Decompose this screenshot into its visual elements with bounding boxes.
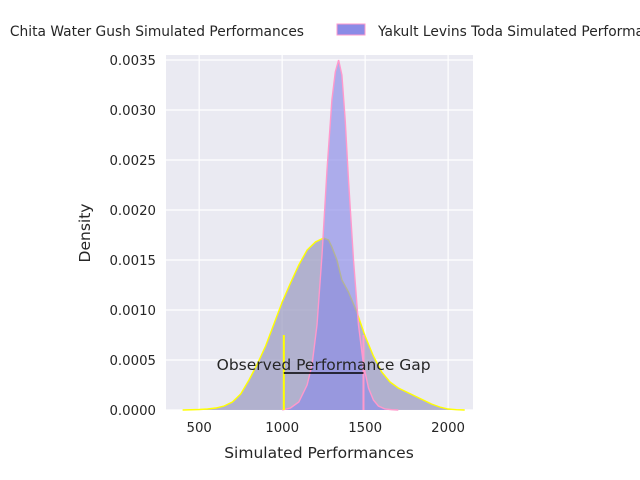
y-axis-ticks: 0.0000 0.0005 0.0010 0.0015 0.0020 0.0025 0.00… <box>109 54 156 419</box>
y-tick-label: 0.0000 <box>109 404 156 419</box>
y-tick-label: 0.0010 <box>109 304 156 319</box>
legend-label-1: Yakult Levins Toda Simulated Performance… <box>377 24 640 40</box>
gap-annotation-text: Observed Performance Gap <box>217 356 431 374</box>
y-tick-label: 0.0005 <box>109 354 156 369</box>
y-axis-label: Density <box>76 204 94 263</box>
legend-swatch-1 <box>336 23 366 36</box>
x-axis-ticks: 500 1000 1500 2000 <box>186 421 465 436</box>
legend: Chita Water Gush Simulated Performances Y… <box>10 23 640 40</box>
y-tick-label: 0.0025 <box>109 154 156 169</box>
grid-lines <box>166 55 473 411</box>
x-tick-label: 1500 <box>348 421 382 436</box>
legend-label-0: Chita Water Gush Simulated Performances <box>10 24 304 40</box>
series-line-1 <box>282 59 399 411</box>
series-layer <box>182 59 465 411</box>
x-tick-label: 2000 <box>431 421 465 436</box>
y-tick-label: 0.0015 <box>109 254 156 269</box>
y-tick-label: 0.0030 <box>109 104 156 119</box>
x-tick-label: 500 <box>186 421 211 436</box>
annotation-layer: Observed Performance Gap <box>217 335 431 410</box>
y-tick-label: 0.0035 <box>109 54 156 69</box>
y-tick-label: 0.0020 <box>109 204 156 219</box>
series-area-1 <box>282 60 399 410</box>
x-axis-label: Simulated Performances <box>224 444 414 462</box>
x-tick-label: 1000 <box>265 421 299 436</box>
